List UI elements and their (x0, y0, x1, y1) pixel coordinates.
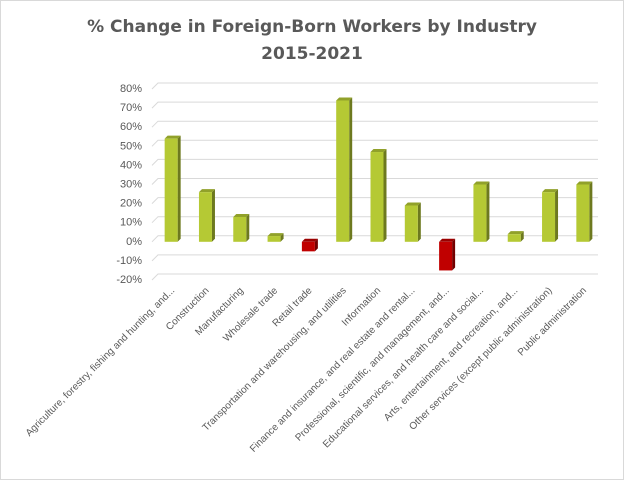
bar-top (507, 231, 524, 235)
bar-side (520, 231, 524, 242)
bar-top (336, 97, 353, 101)
y-tick-label: 10% (120, 217, 142, 229)
bar (336, 97, 353, 242)
y-tick-label: 80% (120, 83, 142, 95)
x-tick-label: Agriculture, forestry, fishing and hunti… (24, 285, 177, 438)
bar-front (507, 234, 521, 242)
bar-front (576, 184, 590, 242)
bar (542, 189, 559, 242)
y-tick-label: 20% (120, 198, 142, 210)
bar-front (164, 138, 178, 242)
bar-side (452, 238, 456, 271)
bar (198, 189, 215, 242)
gridline (151, 254, 598, 262)
x-tick-label: Finance and insurance, and real estate a… (248, 285, 417, 454)
gridline (151, 197, 598, 204)
bar (473, 181, 490, 242)
bar-side (280, 233, 284, 242)
bar (439, 238, 456, 271)
bar (164, 135, 181, 242)
bar-top (439, 238, 456, 242)
gridline (151, 158, 598, 166)
bar-side (314, 238, 318, 252)
gridline (151, 216, 598, 224)
bar-front (267, 236, 281, 242)
gridline (151, 120, 598, 128)
bar-side (349, 97, 353, 242)
bar-side (177, 135, 181, 242)
y-tick-label: -10% (116, 255, 142, 267)
y-tick-label: 40% (120, 159, 142, 171)
bar (370, 149, 387, 242)
bar-side (589, 181, 593, 242)
chart-title-line1: % Change in Foreign-Born Workers by Indu… (87, 17, 537, 37)
gridline (151, 273, 598, 281)
x-tick-label: Educational services, and health care an… (321, 285, 486, 450)
bar-top (473, 181, 490, 185)
bar-top (542, 189, 559, 193)
bar (507, 231, 524, 242)
y-tick-label: 60% (120, 121, 142, 133)
y-tick-label: 70% (120, 102, 142, 114)
bar (267, 233, 284, 242)
bar-front (542, 192, 556, 242)
bar (233, 213, 250, 242)
bar-side (211, 189, 215, 242)
bar-top (164, 135, 181, 139)
bar-side (246, 213, 250, 242)
y-tick-label: -20% (116, 274, 142, 286)
bar-front (473, 184, 487, 242)
bar (576, 181, 593, 242)
bar-side (383, 149, 387, 242)
bar-side (486, 181, 490, 242)
bar-front (439, 241, 453, 271)
chart-title-line2: 2015-2021 (261, 44, 363, 64)
bar-front (301, 241, 315, 252)
bar (301, 238, 318, 252)
bar-top (198, 189, 215, 193)
bar-top (233, 213, 250, 217)
y-tick-label: 0% (126, 236, 142, 248)
bar-side (555, 189, 559, 242)
gridline (151, 101, 598, 109)
bar-front (336, 100, 350, 242)
x-tick-label: Public administration (516, 285, 589, 358)
bar-front (198, 192, 212, 242)
bar-front (233, 216, 247, 242)
bar-top (370, 149, 387, 153)
bar (404, 202, 421, 242)
bar-front (404, 205, 418, 242)
bar-side (417, 202, 421, 242)
gridline (151, 82, 598, 90)
y-tick-label: 30% (120, 179, 142, 191)
bar-top (576, 181, 593, 185)
bar-front (370, 152, 384, 242)
bar-top (267, 233, 284, 237)
gridline (151, 235, 598, 243)
gridline (151, 178, 598, 185)
gridline (151, 139, 598, 147)
y-tick-label: 50% (120, 140, 142, 152)
bar-top (301, 238, 318, 242)
bar-top (404, 202, 421, 206)
